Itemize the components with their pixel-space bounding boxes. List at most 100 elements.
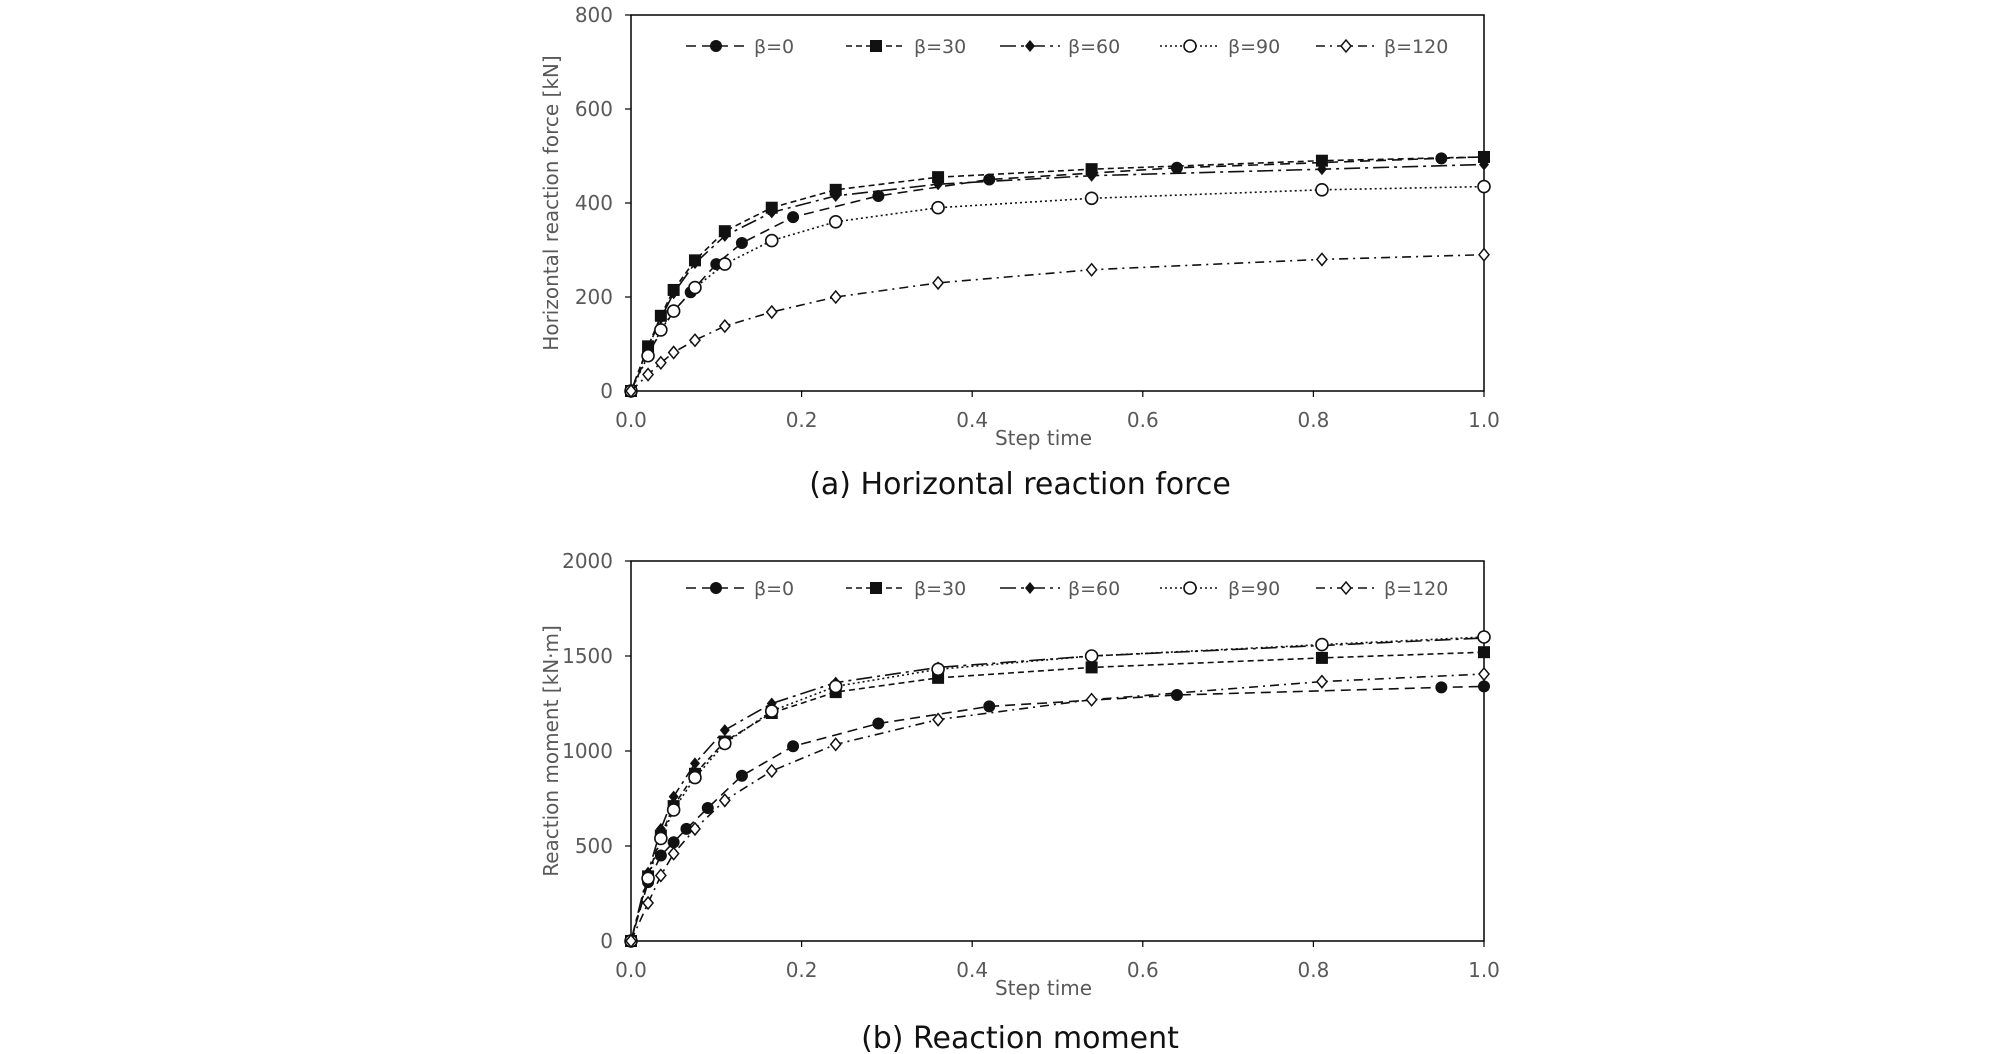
legend-label: β=120: [1384, 578, 1448, 600]
legend-marker: [710, 582, 722, 594]
data-point: [1478, 666, 1490, 682]
data-point: [1084, 191, 1099, 206]
data-point: [668, 790, 679, 803]
data-point: [1085, 692, 1098, 707]
data-point: [1435, 681, 1448, 694]
figure-caption: (a) Horizontal reaction force: [809, 467, 1231, 502]
data-point: [829, 183, 842, 196]
series-beta-0: [625, 150, 1490, 397]
legend-marker: [1340, 38, 1352, 54]
data-point: [735, 236, 748, 249]
series-line: [630, 253, 1485, 392]
y-tick-label: 0: [600, 929, 613, 953]
data-point: [932, 275, 945, 291]
data-point: [1479, 158, 1489, 171]
plot-area: [630, 14, 1485, 392]
data-point: [641, 348, 655, 363]
data-point: [932, 171, 945, 184]
legend-marker: [1340, 580, 1352, 596]
data-point: [933, 178, 944, 191]
data-point: [1315, 154, 1328, 167]
data-point: [765, 763, 778, 779]
data-point: [931, 200, 945, 215]
data-point: [1477, 630, 1491, 644]
legend-marker: [710, 40, 722, 52]
data-point: [983, 173, 996, 186]
series-line: [630, 156, 1485, 392]
series-beta-90: [624, 630, 1491, 948]
data-point: [1316, 163, 1327, 176]
data-point: [688, 280, 702, 295]
x-tick-label: 0.6: [1127, 408, 1159, 432]
data-point: [625, 933, 637, 949]
data-point: [655, 312, 666, 325]
chart-a: 0.0 0.2 0.4 0.6 0.8 1.0 0 200 400 600 800 Step time…: [539, 3, 1500, 502]
data-point: [1170, 688, 1183, 701]
legend-marker: [1183, 39, 1197, 53]
data-point: [828, 679, 843, 694]
legend-entry: β=0: [686, 578, 794, 600]
series-line: [630, 156, 1485, 392]
series-beta-60: [626, 158, 1489, 397]
x-tick-label: 0.4: [956, 958, 988, 982]
series-beta-120: [625, 666, 1490, 949]
legend-label: β=60: [1068, 36, 1120, 58]
data-point: [689, 257, 700, 270]
legend-entry: β=120: [1316, 36, 1448, 58]
y-tick-label: 800: [575, 3, 613, 27]
data-point: [1315, 183, 1329, 197]
data-point: [654, 831, 668, 846]
data-point: [625, 383, 637, 399]
data-point: [787, 740, 800, 753]
data-point: [787, 211, 800, 224]
data-point: [1084, 649, 1099, 663]
data-point: [655, 822, 666, 835]
data-point: [1315, 637, 1329, 652]
y-tick-label: 2000: [562, 549, 613, 573]
legend-marker: [870, 40, 882, 52]
data-point: [830, 189, 841, 202]
data-point: [718, 736, 732, 751]
data-point: [1085, 661, 1098, 674]
data-point: [667, 846, 680, 861]
x-tick-label: 1.0: [1468, 958, 1500, 982]
data-point: [1478, 150, 1490, 163]
data-point: [654, 849, 667, 862]
x-tick-label: 0.0: [615, 408, 647, 432]
data-point: [667, 345, 680, 360]
data-point: [765, 304, 778, 320]
series-line: [630, 651, 1485, 942]
y-tick-label: 200: [575, 285, 613, 309]
data-point: [764, 233, 779, 248]
legend-entry: β=60: [1000, 36, 1120, 58]
legend-marker: [1025, 40, 1035, 52]
data-point: [829, 737, 842, 752]
data-point: [688, 821, 701, 837]
y-axis-label: Horizontal reaction force [kN]: [539, 55, 563, 350]
series-line: [630, 185, 1485, 392]
legend-entry: β=30: [846, 36, 966, 58]
y-tick-label: 1000: [562, 739, 613, 763]
data-point: [766, 206, 777, 219]
legend-label: β=60: [1068, 578, 1120, 600]
data-point: [829, 289, 842, 305]
series-beta-90: [624, 179, 1491, 398]
plot-area: [630, 560, 1485, 942]
y-tick-label: 1500: [562, 644, 613, 668]
data-point: [667, 836, 680, 849]
data-point: [1477, 179, 1491, 194]
x-tick-label: 0.2: [786, 408, 818, 432]
legend-marker: [870, 582, 882, 594]
legend-entry: β=60: [1000, 578, 1120, 600]
data-point: [719, 229, 730, 242]
legend-label: β=120: [1384, 36, 1448, 58]
data-point: [872, 189, 885, 202]
series-line: [630, 685, 1485, 942]
figure-caption: (b) Reaction moment: [861, 1021, 1179, 1054]
series-line: [630, 673, 1485, 942]
data-point: [668, 287, 679, 300]
y-tick-label: 400: [575, 191, 613, 215]
data-point: [718, 318, 731, 334]
x-axis-label: Step time: [995, 976, 1092, 1000]
legend-label: β=0: [754, 578, 794, 600]
